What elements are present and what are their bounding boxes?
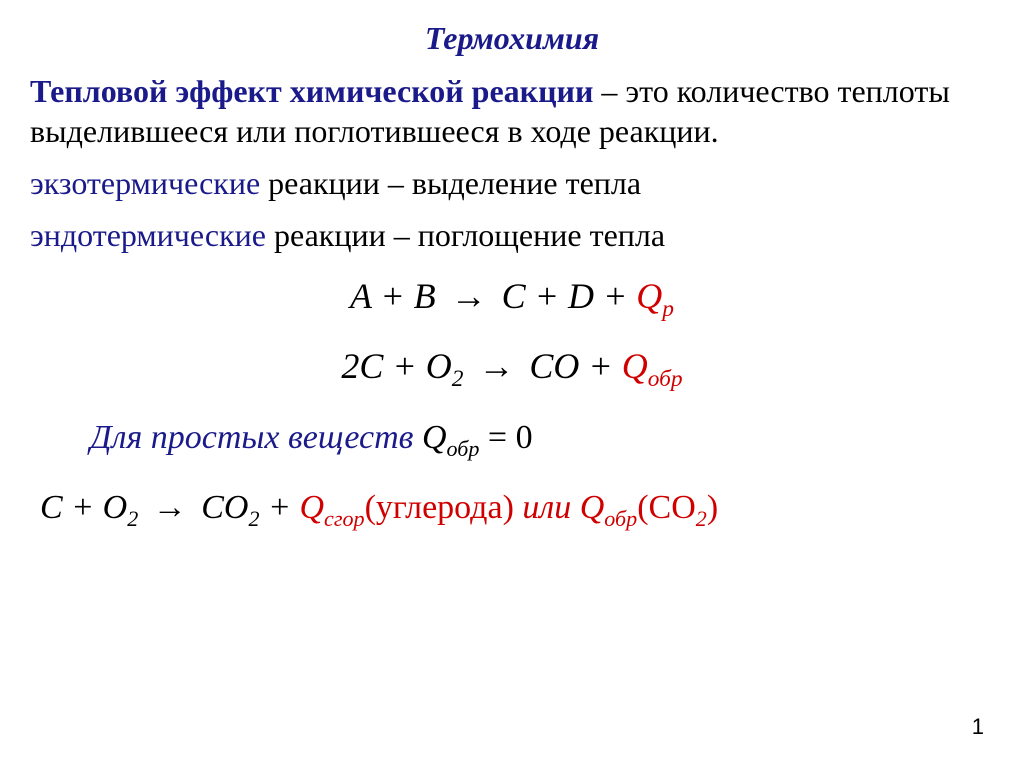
simple-text: Для простых веществ [90, 419, 422, 456]
simple-substances-line: Для простых веществ Qобр = 0 [90, 416, 994, 464]
simple-eq-zero: = 0 [479, 419, 532, 456]
eq3-lhs-sub1: 2 [127, 506, 138, 531]
arrow-icon: → [472, 346, 520, 386]
simple-Q: Qобр [422, 419, 479, 456]
eq3-plus: + [260, 489, 300, 526]
eq2-lhs-1: 2C + O [341, 346, 451, 386]
eq1-Q: Qр [636, 276, 674, 316]
page-number: 1 [972, 714, 984, 740]
eq2-lhs-sub: 2 [452, 366, 464, 392]
eq1-rhs-black: C + D + [502, 276, 637, 316]
equation-1: A + B → C + D + Qр [30, 273, 994, 325]
eq2-rhs-black: CO + [529, 346, 621, 386]
endothermic-line: эндотермические реакции – поглощение теп… [30, 215, 994, 255]
exothermic-label: экзотермические [30, 165, 260, 201]
arrow-icon: → [445, 276, 493, 316]
definition-term: Тепловой эффект химической реакции [30, 73, 593, 109]
equation-3: C + O2 → CO2 + Qсгор(углерода) или Qобр(… [40, 486, 994, 534]
endothermic-label: эндотермические [30, 217, 266, 253]
equation-2: 2C + O2 → CO + Qобр [30, 343, 994, 395]
arrow-icon: → [147, 489, 193, 526]
exothermic-line: экзотермические реакции – выделение тепл… [30, 163, 994, 203]
eq3-lhs-1: C + O [40, 489, 127, 526]
exothermic-rest: реакции – выделение тепла [260, 165, 641, 201]
eq3-red-group: Qсгор(углерода) или Qобр(CO2) [299, 489, 718, 526]
definition-paragraph: Тепловой эффект химической реакции – это… [30, 71, 994, 151]
eq1-lhs: A + B [350, 276, 436, 316]
endothermic-rest: реакции – поглощение тепла [266, 217, 665, 253]
eq2-Q: Qобр [622, 346, 683, 386]
eq3-rhs-1: CO [201, 489, 248, 526]
slide-title: Термохимия [30, 20, 994, 57]
eq3-rhs-sub1: 2 [248, 506, 259, 531]
